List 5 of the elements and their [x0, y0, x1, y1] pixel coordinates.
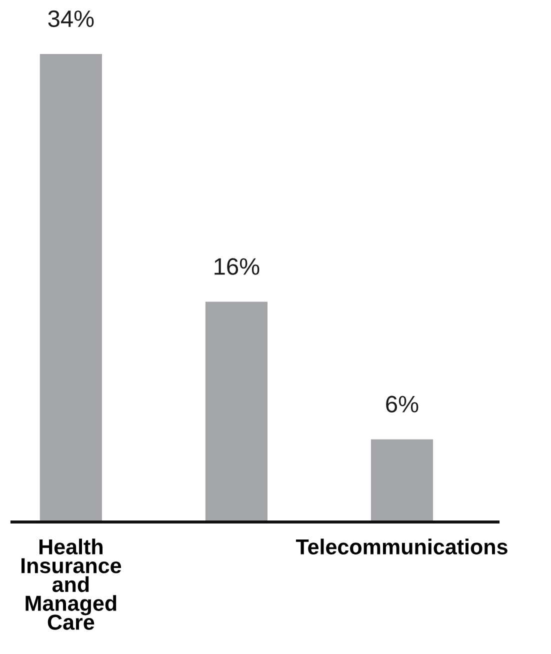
x-tick-label: Health Insurance and Managed Care [22, 538, 122, 630]
data-label: 6% [386, 396, 418, 413]
x-tick-label: Telecommunications [296, 538, 508, 554]
data-label: 16% [214, 258, 260, 275]
data-label: 34% [48, 10, 94, 28]
